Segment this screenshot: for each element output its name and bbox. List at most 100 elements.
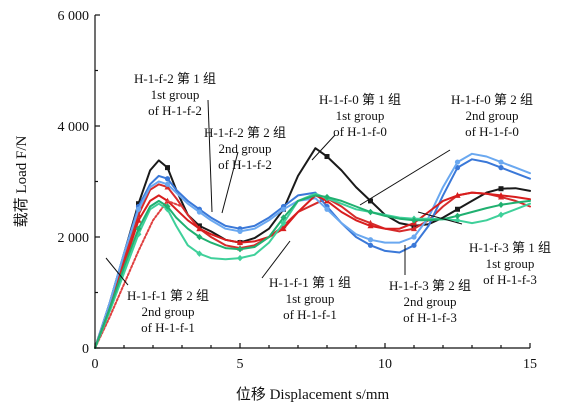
data-point-0-6 (165, 165, 170, 171)
data-point-1-24 (411, 225, 417, 232)
data-point-3-18 (324, 206, 330, 212)
annotation-line: 2nd group (141, 304, 194, 319)
data-point-0-21 (368, 198, 373, 204)
data-point-7-27 (454, 212, 461, 220)
data-point-7-15 (280, 214, 287, 221)
series-4 (94, 191, 531, 349)
y-tick-label: 0 (82, 342, 89, 357)
annotation-line: H-1-f-3 第 1 组 (469, 240, 551, 255)
annotation-layer: H-1-f-2 第 1 组 1st group of H-1-f-2H-1-f-2 … (127, 71, 551, 335)
data-point-3-27 (454, 159, 461, 165)
data-point-4-21 (367, 222, 374, 229)
data-point-6-9 (196, 250, 203, 257)
data-point-4-15 (280, 225, 287, 232)
annotation-line: H-1-f-1 第 1 组 (269, 275, 351, 290)
x-tick-label: 0 (92, 357, 99, 372)
annotation-0: H-1-f-2 第 1 组 1st group of H-1-f-2 (134, 71, 216, 118)
annotation-line: of H-1-f-0 (465, 124, 519, 139)
data-point-3-12 (237, 228, 243, 235)
annotation-leader (261, 240, 291, 279)
data-point-2-24 (411, 242, 417, 248)
data-point-7-30 (498, 201, 504, 209)
data-point-6-15 (280, 219, 287, 227)
data-point-0-3 (136, 201, 141, 207)
data-point-3-6 (164, 181, 171, 187)
data-point-7-9 (196, 233, 203, 241)
annotation-leader (207, 99, 213, 213)
annotation-line: of H-1-f-2 (148, 103, 202, 118)
annotation-line: H-1-f-0 第 1 组 (319, 92, 401, 107)
annotation-line: 2nd group (403, 294, 456, 309)
data-point-6-12 (237, 254, 243, 262)
annotation-3: H-1-f-0 第 2 组 2nd group of H-1-f-0 (451, 92, 533, 139)
series-line-2 (94, 158, 531, 349)
annotation-4: H-1-f-3 第 1 组 1st group of H-1-f-3 (469, 240, 551, 287)
data-point-6-30 (498, 211, 504, 218)
annotation-line: 1st group (286, 291, 335, 306)
data-point-7-21 (367, 208, 374, 216)
data-point-3-24 (411, 234, 417, 240)
data-point-0-18 (324, 154, 330, 160)
data-point-7-24 (411, 217, 417, 224)
data-point-2-30 (498, 165, 504, 171)
data-point-0-30 (498, 186, 504, 192)
data-point-4-12 (237, 239, 243, 245)
annotation-1: H-1-f-2 第 2 组 2nd group of H-1-f-2 (204, 125, 286, 172)
data-point-3-9 (196, 209, 202, 215)
series-7 (94, 193, 531, 349)
y-tick-label: 6 000 (58, 9, 90, 24)
data-point-4-27 (454, 192, 461, 198)
annotation-line: of H-1-f-2 (218, 157, 272, 172)
x-tick-label: 5 (237, 357, 244, 372)
data-point-3-3 (135, 206, 142, 212)
x-axis-label: 位移 Displacement s/mm (236, 386, 390, 403)
y-tick-label: 2 000 (58, 231, 90, 246)
data-point-2-6 (164, 176, 171, 182)
annotation-2: H-1-f-0 第 1 组 1st group of H-1-f-0 (319, 92, 401, 139)
annotation-leader (359, 149, 451, 206)
annotation-line: of H-1-f-1 (141, 320, 195, 335)
x-tick-label: 10 (378, 357, 392, 372)
annotation-line: 1st group (151, 87, 200, 102)
series-5 (94, 199, 183, 349)
annotation-line: of H-1-f-0 (333, 124, 387, 139)
data-point-7-3 (135, 225, 142, 232)
data-point-0-27 (455, 206, 460, 212)
annotation-line: H-1-f-2 第 2 组 (204, 125, 286, 140)
annotation-leader (105, 257, 129, 286)
data-point-4-9 (196, 225, 203, 232)
data-point-3-21 (367, 237, 374, 243)
annotation-line: H-1-f-3 第 2 组 (389, 278, 471, 293)
annotation-5: H-1-f-1 第 1 组 1st group of H-1-f-1 (269, 275, 351, 322)
data-point-3-15 (280, 206, 287, 212)
x-tick-label: 15 (523, 357, 537, 372)
annotation-line: H-1-f-2 第 1 组 (134, 71, 216, 86)
annotation-line: 1st group (486, 256, 535, 271)
annotation-line: H-1-f-0 第 2 组 (451, 92, 533, 107)
data-point-4-3 (135, 217, 142, 223)
annotation-line: of H-1-f-3 (403, 310, 457, 325)
data-point-3-30 (498, 159, 504, 165)
data-point-7-12 (237, 246, 243, 253)
series-layer (94, 147, 531, 349)
annotation-leader (417, 211, 463, 225)
annotation-7: H-1-f-1 第 2 组 2nd group of H-1-f-1 (127, 288, 209, 335)
annotation-line: H-1-f-1 第 2 组 (127, 288, 209, 303)
data-point-7-6 (164, 203, 171, 210)
annotation-line: 2nd group (218, 141, 271, 156)
series-line-5 (94, 199, 183, 349)
data-point-4-30 (498, 192, 504, 198)
series-line-0 (94, 147, 531, 349)
leader-layer (105, 99, 463, 286)
axes-layer: 0 5 10 15 0 2 000 4 000 6 000 位移 Displacement s/… (13, 9, 537, 403)
data-point-7-18 (324, 193, 330, 201)
annotation-leader (221, 151, 239, 214)
annotation-6: H-1-f-3 第 2 组 2nd group of H-1-f-3 (389, 278, 471, 325)
series-line-4 (94, 191, 531, 349)
y-tick-label: 4 000 (58, 120, 90, 135)
annotation-leader (311, 134, 336, 161)
annotation-line: 1st group (336, 108, 385, 123)
annotation-line: 2nd group (465, 108, 518, 123)
annotation-line: of H-1-f-3 (483, 272, 537, 287)
